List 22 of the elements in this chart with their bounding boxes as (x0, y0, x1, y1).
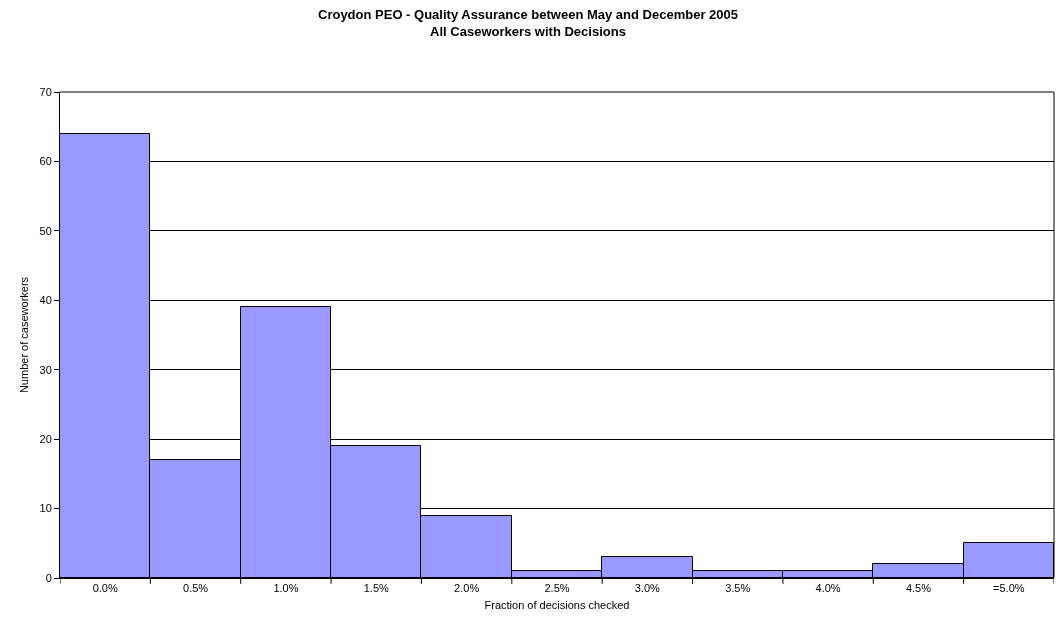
y-tick-label: 20 (39, 432, 52, 445)
chart-title: Croydon PEO - Quality Assurance between May and December 2005 All Caseworkers with Decisions (318, 6, 738, 39)
y-tick-label: 70 (39, 85, 52, 98)
x-axis-title: Fraction of decisions checked (484, 599, 630, 612)
x-tick-label: 2.5% (544, 582, 570, 595)
y-tick-label: 50 (39, 224, 52, 237)
y-tick-label: 30 (39, 363, 52, 376)
x-tick-label: 2.0% (454, 582, 480, 595)
x-tick-label: 1.0% (273, 582, 299, 595)
x-tick-label: 3.5% (725, 582, 751, 595)
x-tick-label: =5.0% (993, 582, 1025, 595)
x-tick-label: 1.5% (363, 582, 390, 595)
x-tick-label: 4.5% (905, 582, 932, 595)
x-tick-label: 4.0% (815, 582, 841, 595)
y-tick-label: 0 (45, 571, 52, 584)
x-tick-label: 0.0% (92, 582, 118, 595)
x-tick-label: 0.5% (183, 582, 209, 595)
y-tick-label: 40 (39, 294, 52, 307)
y-axis-title: Number of caseworkers (18, 276, 30, 394)
y-tick-label: 60 (39, 155, 52, 168)
x-tick-label: 3.0% (634, 582, 661, 595)
y-tick-label: 10 (39, 502, 52, 515)
